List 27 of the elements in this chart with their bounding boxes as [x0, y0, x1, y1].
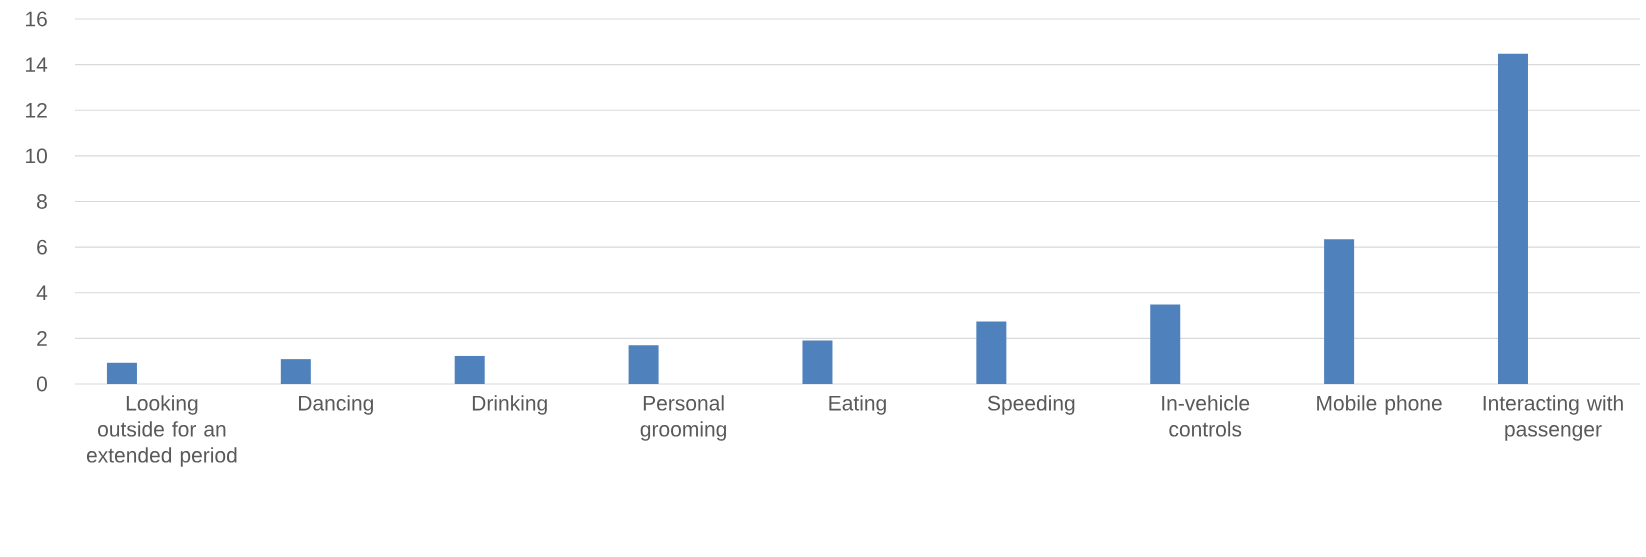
- x-tick-label: Personal grooming: [640, 395, 726, 441]
- bar: [1497, 53, 1528, 384]
- bar: [802, 340, 833, 384]
- y-tick-label: 8: [37, 194, 47, 209]
- bar: [976, 321, 1007, 384]
- y-tick-label: 14: [26, 57, 48, 72]
- x-tick-label: Interacting with passenger: [1483, 395, 1623, 441]
- y-tick-label: 16: [26, 11, 47, 27]
- x-tick-label: Eating: [829, 395, 886, 415]
- y-tick-label: 6: [37, 239, 47, 255]
- y-tick-label: 0: [36, 376, 47, 392]
- x-tick-label: In-vehicle controls: [1162, 395, 1250, 437]
- y-tick-label: 12: [26, 102, 47, 118]
- bar: [1324, 239, 1355, 384]
- y-tick-label: 10: [26, 148, 47, 164]
- bar: [106, 362, 137, 384]
- y-tick-label: 2: [37, 331, 47, 346]
- y-tick-label: 4: [36, 285, 48, 300]
- x-tick-label: Dancing: [299, 395, 373, 415]
- x-tick-label: Drinking: [472, 395, 547, 415]
- bar: [628, 345, 659, 384]
- x-tick-label: Looking outside for an extended period: [86, 395, 237, 467]
- x-tick-label: Mobile phone: [1317, 395, 1442, 415]
- bar: [280, 359, 311, 384]
- bar: [1150, 304, 1181, 384]
- x-tick-label: Speeding: [987, 395, 1075, 415]
- bar: [454, 355, 485, 384]
